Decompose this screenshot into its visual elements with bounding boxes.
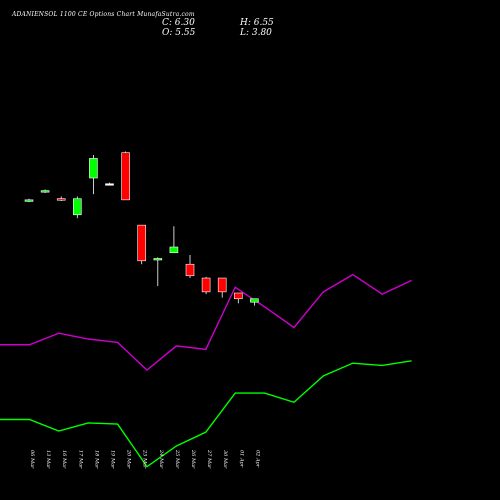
x-tick-label: 18 Mar bbox=[93, 450, 99, 469]
open-value: O: 5.55 bbox=[162, 28, 196, 38]
candle-body bbox=[169, 246, 179, 254]
x-tick-label: 17 Mar bbox=[77, 450, 83, 469]
x-tick-label: 27 Mar bbox=[206, 449, 212, 469]
x-tick-label: 13 Mar bbox=[45, 450, 51, 469]
candle-body bbox=[153, 258, 163, 261]
high-value: H: 6.55 bbox=[240, 18, 274, 28]
x-tick-label: 06 Mar bbox=[29, 450, 35, 469]
x-tick-label: 01 Apr bbox=[238, 450, 244, 468]
candlesticks bbox=[24, 151, 259, 306]
candle-body bbox=[234, 292, 243, 300]
x-tick-label: 24 Mar bbox=[158, 449, 164, 469]
candle-body bbox=[250, 298, 259, 303]
low-value: L: 3.80 bbox=[240, 28, 272, 38]
candle-body bbox=[56, 198, 66, 201]
candle-body bbox=[73, 198, 82, 216]
indicator-lines bbox=[0, 273, 412, 468]
x-tick-label: 20 Mar bbox=[126, 449, 132, 469]
series-line-2 bbox=[0, 273, 412, 371]
candle-body bbox=[185, 263, 195, 277]
x-axis-ticks: 06 Mar 13 Mar 16 Mar 17 Mar 18 Mar 19 Mar 20 M… bbox=[29, 449, 260, 469]
chart-title: ADANIENSOL 1100 CE Options Chart MunafaS… bbox=[12, 11, 195, 18]
close-value: C: 6.30 bbox=[162, 18, 195, 28]
candle-body bbox=[121, 152, 130, 201]
candle-body bbox=[40, 190, 50, 193]
candle-body bbox=[201, 277, 211, 293]
candle-body bbox=[105, 183, 114, 186]
x-tick-label: 23 Mar bbox=[142, 449, 148, 469]
x-tick-label: 25 Mar bbox=[174, 449, 180, 469]
x-tick-label: 30 Mar bbox=[222, 450, 228, 469]
x-tick-label: 02 Apr bbox=[254, 450, 260, 468]
x-tick-label: 19 Mar bbox=[110, 450, 116, 469]
x-tick-label: 16 Mar bbox=[61, 450, 67, 469]
candle-body bbox=[217, 277, 227, 293]
x-tick-label: 26 Mar bbox=[190, 449, 196, 469]
candle-body bbox=[24, 199, 34, 202]
candle-body bbox=[89, 158, 98, 179]
series-line-1 bbox=[0, 360, 412, 468]
candle-body bbox=[137, 224, 146, 262]
